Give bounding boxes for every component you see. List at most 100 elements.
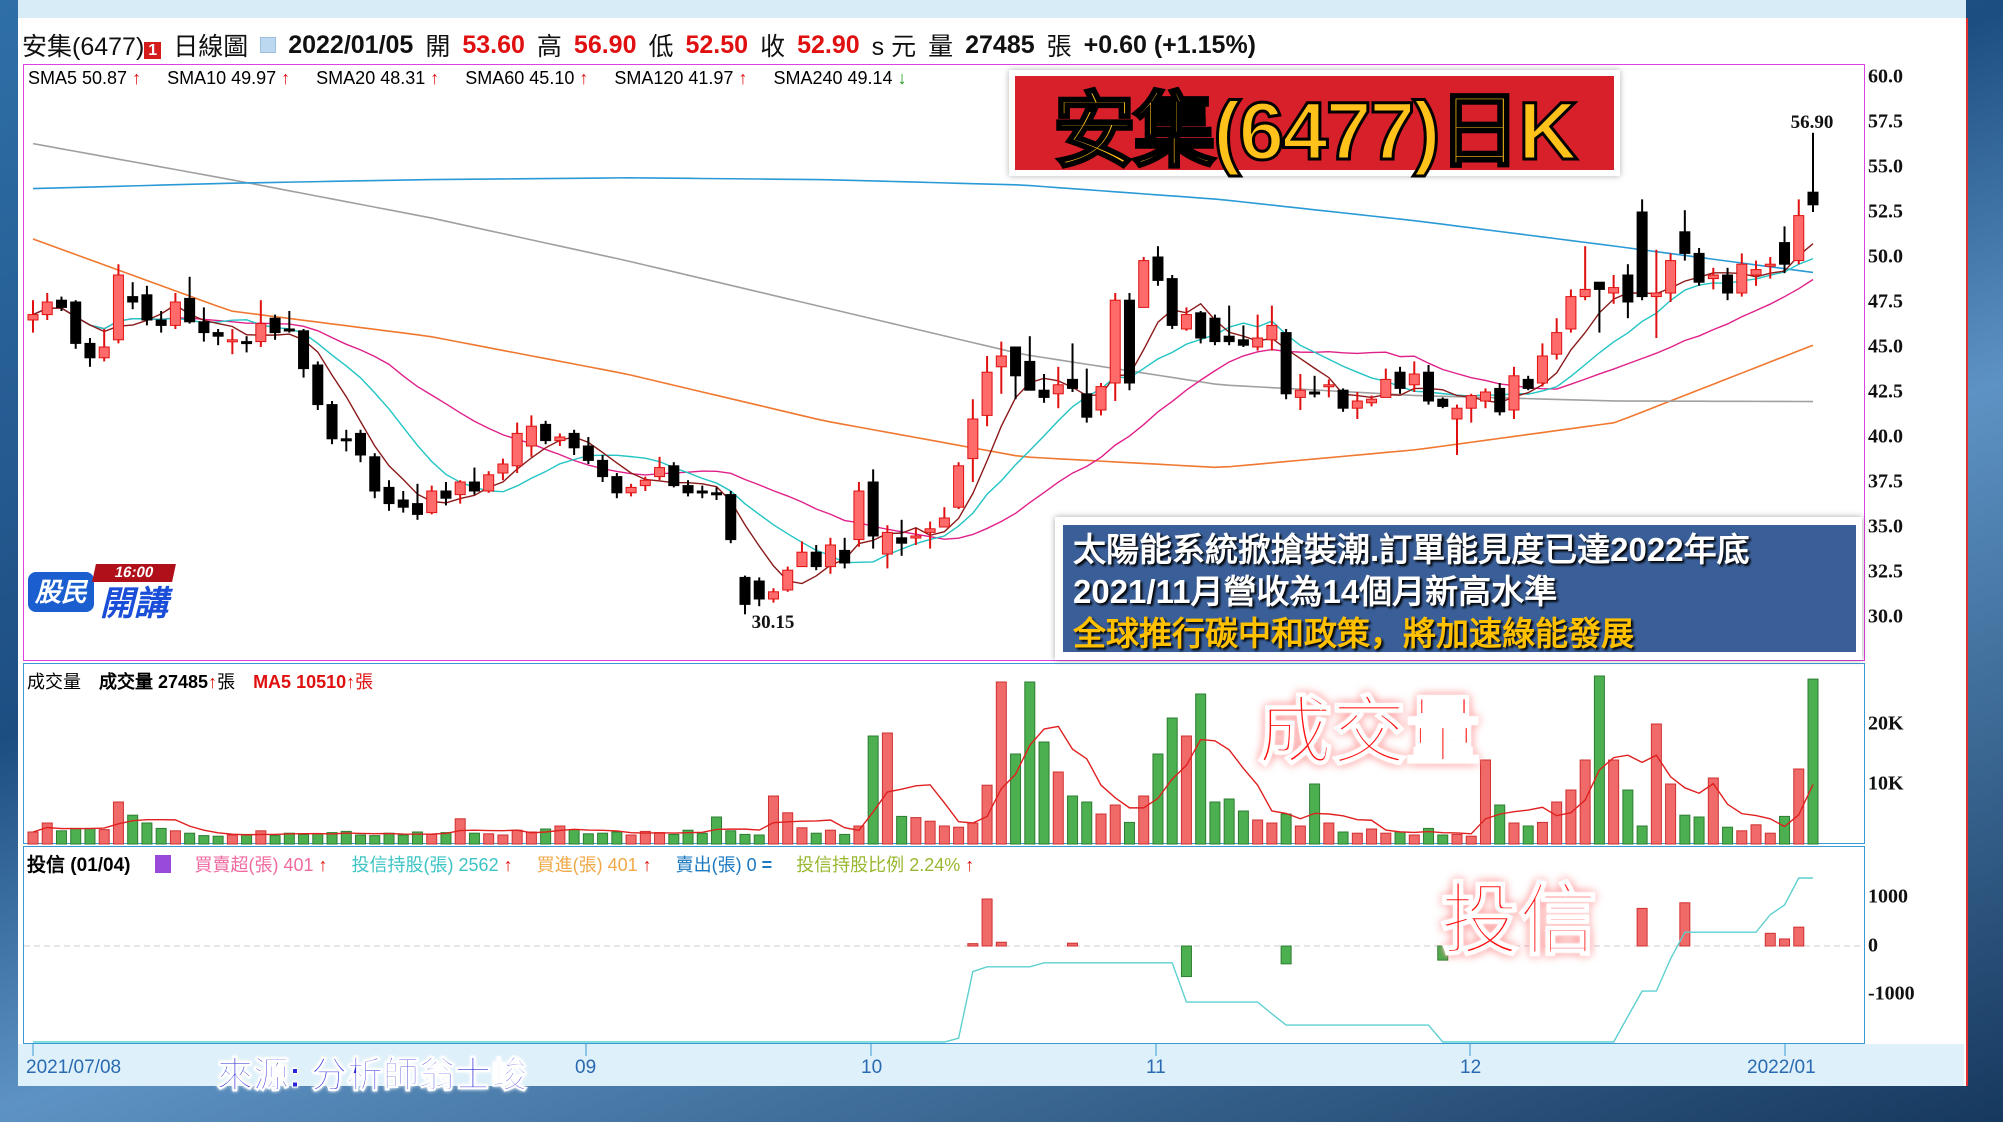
window-top-strip [18,0,1966,20]
volume-bar [1067,795,1079,845]
volume-bar [1010,753,1022,845]
sma240-line [32,177,1814,274]
volume-bar [1579,759,1591,845]
candle-body [212,332,224,337]
candle-body [369,456,381,492]
volume-bar [397,834,409,845]
candle-body [1366,398,1378,404]
volume-bar [312,833,324,845]
candle-body [255,323,267,343]
sma60-legend[interactable]: SMA60 45.10 ↑ [465,68,588,89]
volume-bar [383,832,395,845]
price-tick: 60.0 [1868,65,1903,88]
candle-body [682,485,694,494]
candle-body [70,301,82,344]
candle-body [896,537,908,544]
candle-body [241,341,253,345]
volume-bar [483,833,495,845]
candle-body [1024,360,1036,391]
candle-body [1095,386,1107,411]
sma-legend: SMA5 50.87 ↑ SMA10 49.97 ↑ SMA20 48.31 ↑… [28,68,907,89]
candle-body [169,301,181,326]
volume-bar [55,830,67,845]
candle-body [1152,256,1164,281]
source-caption: 來源: 分析師翁士峻 [217,1054,528,1096]
candle-body [1408,373,1420,386]
volume-bar [796,827,808,845]
candle-body [1608,287,1620,294]
sma60-line [32,238,1814,469]
candle-body [725,494,737,541]
it-legend-title: 投信 (01/04) [27,850,131,877]
volume-tick: 20K [1868,712,1904,735]
candle-body [696,490,708,494]
sma20-legend[interactable]: SMA20 48.31 ↑ [316,68,439,89]
sma120-legend[interactable]: SMA120 41.97 ↑ [614,68,747,89]
volume-bar [1807,678,1819,845]
high-value: 56.90 [573,30,637,59]
candle-body [1195,312,1207,339]
sma5-legend[interactable]: SMA5 50.87 ↑ [28,68,141,89]
volume-bar [1123,821,1135,845]
volume-bar [511,829,523,845]
candle-body [1394,371,1406,389]
candle-body [1779,242,1791,265]
volume-bar [1266,822,1278,845]
volume-unit: 張 [1046,33,1072,61]
arrow-up-icon: ↑ [132,68,142,88]
volume-bar [241,833,253,845]
volume-value: 27485 [965,30,1035,59]
volume-bar [1109,804,1121,845]
candle-body [568,432,580,449]
sma60-label: SMA60 45.10 [465,68,575,88]
candle-body [1522,378,1534,389]
net-buy-bar [1437,945,1449,961]
low-value: 52.50 [685,30,749,59]
it-holdings: 投信持股(張) 2562 ↑ [352,851,513,877]
candle-body [397,499,409,508]
candle-body [1266,324,1278,341]
volume-bar [582,833,594,845]
close-value: 52.90 [797,30,860,59]
candle-body [1736,263,1748,294]
it-sell: 賣出(張) 0 = [676,851,773,877]
sma10-legend[interactable]: SMA10 49.97 ↑ [167,68,290,89]
candle-body [1565,296,1577,330]
net-buy-bar [981,898,993,947]
volume-bar [212,835,224,845]
chart-type[interactable]: 日線圖 [173,33,249,61]
candle-body [1764,263,1776,267]
open-label: 開 [425,33,451,61]
holdings-line [33,877,1813,1043]
candle-body [483,474,495,492]
volume-bar [810,832,822,845]
volume-label: 量 [928,33,954,61]
price-tick: 57.5 [1868,110,1903,133]
candle-body [1807,191,1819,206]
volume-bar [369,835,381,845]
candle-body [1423,371,1435,402]
sma20-label: SMA20 48.31 [316,68,426,88]
dropdown-icon[interactable] [260,37,277,53]
candle-body [625,486,637,494]
arrow-up-icon: ↑ [579,68,589,88]
net-buy-bar [995,941,1007,947]
volume-ma5-label: MA5 10510 [253,672,347,692]
sma120-label: SMA120 41.97 [614,68,734,88]
volume-bar [298,833,310,845]
arrow-up-icon: ↑ [503,854,513,875]
candle-body [839,549,851,564]
volume-bar [995,681,1007,845]
list-settings-icon[interactable] [154,854,171,873]
candle-body [654,467,666,478]
volume-bar [1166,717,1178,845]
volume-bar [1024,681,1036,845]
volume-ma5-line [32,725,1814,836]
volume-bar [597,832,609,845]
sma240-label: SMA240 49.14 [773,68,893,88]
sma20-line [32,278,1814,540]
stock-name[interactable]: 安集(6477) 1 [22,27,162,63]
candle-body [1166,278,1178,326]
sma240-legend[interactable]: SMA240 49.14 ↓ [773,68,906,89]
sma10-label: SMA10 49.97 [167,68,277,88]
